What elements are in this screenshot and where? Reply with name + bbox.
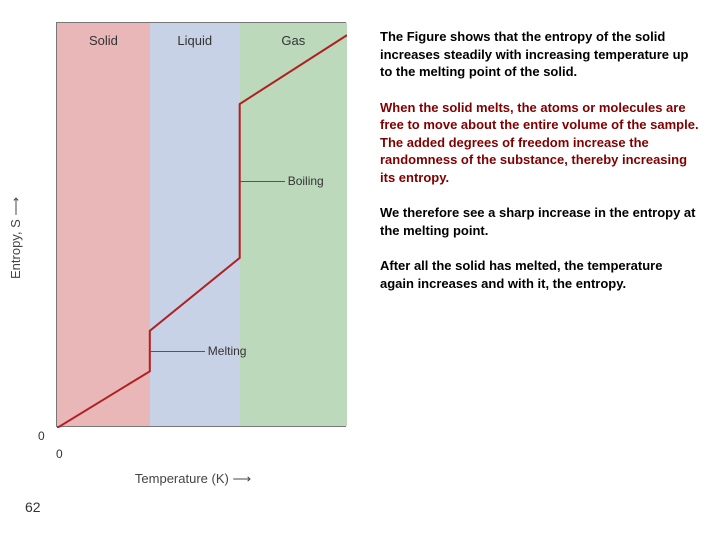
melting-leader-line: [150, 351, 205, 352]
melting-label: Melting: [208, 344, 247, 358]
y-zero-label: 0: [38, 429, 45, 443]
paragraph-3: We therefore see a sharp increase in the…: [380, 204, 700, 239]
plot-area: SolidLiquidGasMeltingBoiling: [56, 22, 346, 427]
page-number: 62: [25, 499, 41, 515]
x-zero-label: 0: [56, 447, 63, 461]
entropy-phase-figure: Entropy, S ⟶ SolidLiquidGasMeltingBoilin…: [10, 10, 360, 465]
y-axis-label: Entropy, S ⟶: [8, 197, 24, 279]
chart-container: Entropy, S ⟶ SolidLiquidGasMeltingBoilin…: [28, 10, 358, 465]
x-axis-label: Temperature (K) ⟶: [135, 471, 251, 487]
paragraph-4: After all the solid has melted, the temp…: [380, 257, 700, 292]
paragraph-2: When the solid melts, the atoms or molec…: [380, 99, 700, 187]
entropy-curve: [57, 23, 347, 428]
paragraph-1: The Figure shows that the entropy of the…: [380, 28, 700, 81]
description-text: The Figure shows that the entropy of the…: [380, 10, 700, 465]
boiling-label: Boiling: [288, 174, 324, 188]
boiling-leader-line: [240, 181, 285, 182]
